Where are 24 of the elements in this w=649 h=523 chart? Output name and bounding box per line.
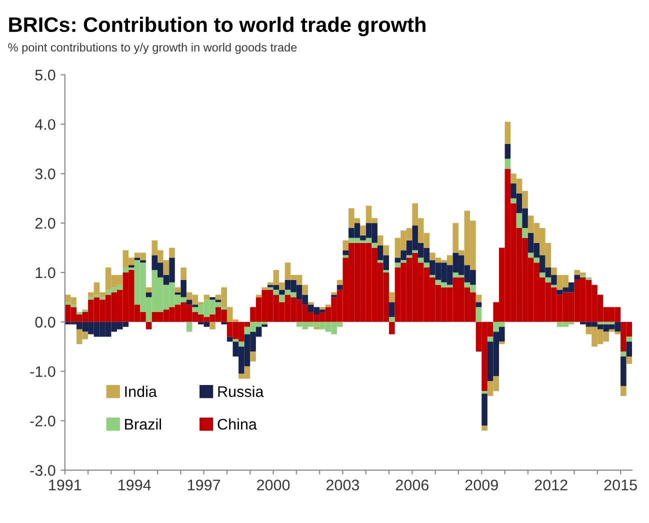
chart-title: BRICs: Contribution to world trade growth	[9, 16, 426, 36]
x-tick-label: 1991	[49, 480, 82, 490]
x-tick-label: 1997	[188, 480, 220, 490]
x-tick-label: 2012	[534, 480, 568, 490]
legend-label: India	[125, 386, 157, 398]
y-tick-label: -1.0	[30, 366, 56, 378]
x-tick-label: 1994	[118, 480, 151, 490]
y-tick-label: -3.0	[30, 465, 56, 476]
y-tick-label: 1.0	[36, 267, 56, 278]
y-tick-label: 2.0	[35, 218, 56, 229]
y-tick-label: 0.0	[35, 316, 56, 328]
x-tick-label: 2015	[604, 480, 637, 490]
y-tick-label: 3.0	[35, 168, 56, 180]
x-tick-label: 2000	[257, 480, 290, 490]
y-tick-label: 5.0	[35, 70, 56, 80]
x-tick-label: 2003	[326, 480, 360, 490]
chart-subtitle: % point contributions to y/y growth in world goods trade	[8, 42, 297, 54]
legend-label: Russia	[218, 386, 264, 398]
x-tick-label: 2006	[396, 480, 429, 490]
legend-label: China	[218, 418, 257, 430]
x-tick-label: 2009	[465, 480, 498, 490]
y-tick-label: 4.0	[34, 119, 56, 130]
y-tick-label: -2.0	[30, 416, 56, 426]
legend-label: Brazil	[125, 418, 161, 430]
